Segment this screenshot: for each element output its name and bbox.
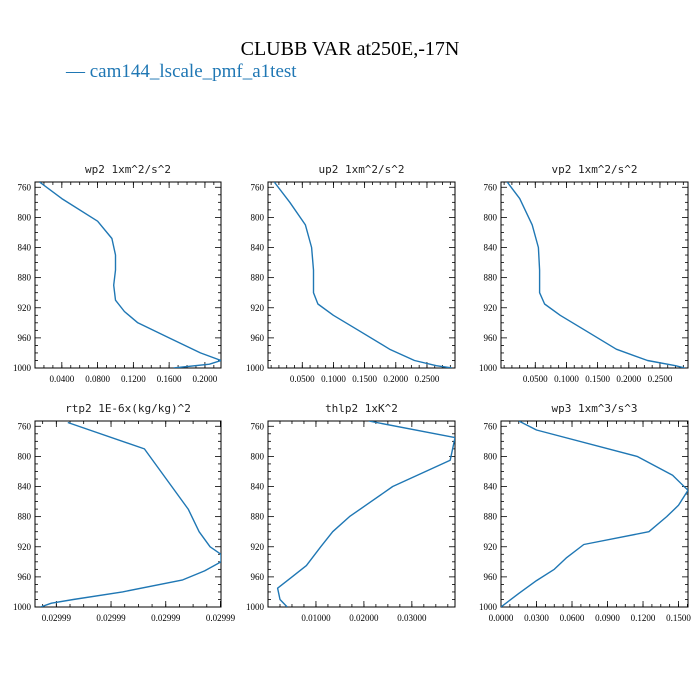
y-tick-label: 840 bbox=[251, 482, 265, 492]
y-tick-label: 760 bbox=[251, 421, 265, 431]
x-tick-label: 0.0300 bbox=[524, 613, 549, 623]
panel-3: vp2 1xm^2/s^2 760 800 840 880 920 960 1000 0.050… bbox=[479, 163, 689, 384]
panel-5: thlp2 1xK^2 760 800 840 880 920 960 1000 0.01000… bbox=[246, 402, 456, 623]
x-tick-label: 0.02999 bbox=[151, 613, 181, 623]
x-tick-label: 0.0000 bbox=[489, 613, 514, 623]
x-tick-label: 0.1000 bbox=[554, 374, 579, 384]
y-tick-label: 920 bbox=[18, 542, 32, 552]
panel-title: thlp2 1xK^2 bbox=[325, 402, 398, 415]
panel-1: wp2 1xm^2/s^2 760 800 840 880 920 960 1000 0.040… bbox=[13, 163, 222, 384]
panel-6: wp3 1xm^3/s^3 760 800 840 880 920 960 10000.000… bbox=[479, 402, 691, 623]
x-tick-label: 0.02999 bbox=[42, 613, 72, 623]
y-tick-label: 800 bbox=[18, 451, 32, 461]
series-line bbox=[39, 182, 221, 368]
y-tick-label: 1000 bbox=[13, 363, 32, 373]
x-tick-label: 0.02000 bbox=[349, 613, 379, 623]
series-line bbox=[501, 421, 688, 607]
y-tick-label: 960 bbox=[484, 333, 498, 343]
y-tick-label: 920 bbox=[251, 542, 265, 552]
axis-frame bbox=[267, 420, 456, 608]
y-tick-label: 1000 bbox=[246, 363, 265, 373]
x-tick-label: 0.1500 bbox=[352, 374, 377, 384]
panel-title: wp3 1xm^3/s^3 bbox=[551, 402, 637, 415]
y-tick-label: 880 bbox=[484, 273, 498, 283]
panel-title: up2 1xm^2/s^2 bbox=[318, 163, 404, 176]
y-tick-label: 800 bbox=[484, 451, 498, 461]
y-tick-label: 760 bbox=[484, 182, 498, 192]
y-tick-label: 840 bbox=[484, 243, 498, 253]
y-tick-label: 840 bbox=[18, 243, 32, 253]
x-tick-label: 0.2500 bbox=[648, 374, 673, 384]
series-line bbox=[40, 421, 221, 607]
axis-frame bbox=[267, 181, 456, 369]
y-tick-label: 840 bbox=[484, 482, 498, 492]
y-tick-label: 960 bbox=[18, 333, 32, 343]
x-tick-label: 0.03000 bbox=[397, 613, 427, 623]
x-tick-label: 0.02999 bbox=[206, 613, 236, 623]
y-tick-label: 800 bbox=[251, 451, 265, 461]
y-tick-label: 880 bbox=[251, 273, 265, 283]
x-tick-label: 0.2000 bbox=[616, 374, 641, 384]
x-tick-label: 0.01000 bbox=[301, 613, 331, 623]
y-tick-label: 760 bbox=[251, 182, 265, 192]
y-tick-label: 840 bbox=[251, 243, 265, 253]
panel-title: vp2 1xm^2/s^2 bbox=[551, 163, 637, 176]
y-tick-label: 920 bbox=[484, 542, 498, 552]
x-tick-label: 0.02999 bbox=[96, 613, 126, 623]
panel-title: wp2 1xm^2/s^2 bbox=[85, 163, 171, 176]
panel-2: up2 1xm^2/s^2 760 800 840 880 920 960 1000 0.050… bbox=[246, 163, 456, 384]
y-tick-label: 800 bbox=[251, 212, 265, 222]
axis-frame bbox=[500, 181, 689, 369]
axis-frame bbox=[500, 420, 689, 608]
legend-entry: — cam144_lscale_pmf_a1test bbox=[65, 61, 297, 82]
y-tick-label: 960 bbox=[251, 333, 265, 343]
panels: wp2 1xm^2/s^2 760 800 840 880 920 960 1000 0.040… bbox=[13, 163, 691, 623]
x-tick-label: 0.2000 bbox=[193, 374, 218, 384]
x-tick-label: 0.0400 bbox=[49, 374, 74, 384]
y-tick-label: 1000 bbox=[13, 602, 32, 612]
y-tick-label: 880 bbox=[484, 512, 498, 522]
y-tick-label: 880 bbox=[18, 512, 32, 522]
x-tick-label: 0.0900 bbox=[595, 613, 620, 623]
y-tick-label: 960 bbox=[484, 572, 498, 582]
y-tick-label: 920 bbox=[484, 303, 498, 313]
y-tick-label: 760 bbox=[484, 421, 498, 431]
y-tick-label: 1000 bbox=[479, 602, 498, 612]
x-tick-label: 0.0500 bbox=[523, 374, 548, 384]
panel-4: rtp2 1E-6x(kg/kg)^2 760 800 840 880 920 960 100… bbox=[13, 402, 236, 623]
x-tick-label: 0.2000 bbox=[383, 374, 408, 384]
x-tick-label: 0.1500 bbox=[666, 613, 691, 623]
x-tick-label: 0.1000 bbox=[321, 374, 346, 384]
x-tick-label: 0.1200 bbox=[121, 374, 146, 384]
x-tick-label: 0.0600 bbox=[560, 613, 585, 623]
y-tick-label: 880 bbox=[18, 273, 32, 283]
x-tick-label: 0.0500 bbox=[290, 374, 315, 384]
series-line bbox=[276, 421, 455, 607]
x-tick-label: 0.1200 bbox=[631, 613, 656, 623]
axis-frame bbox=[34, 420, 222, 608]
y-tick-label: 920 bbox=[251, 303, 265, 313]
y-tick-label: 800 bbox=[18, 212, 32, 222]
y-tick-label: 840 bbox=[18, 482, 32, 492]
y-tick-label: 800 bbox=[484, 212, 498, 222]
x-tick-label: 0.1500 bbox=[585, 374, 610, 384]
x-tick-label: 0.1600 bbox=[157, 374, 182, 384]
series-line bbox=[273, 182, 453, 368]
x-tick-label: 0.2500 bbox=[415, 374, 440, 384]
y-tick-label: 760 bbox=[18, 182, 32, 192]
figure-title: CLUBB VAR at250E,-17N bbox=[241, 38, 460, 60]
panel-title: rtp2 1E-6x(kg/kg)^2 bbox=[65, 402, 191, 415]
y-tick-label: 960 bbox=[18, 572, 32, 582]
y-tick-label: 880 bbox=[251, 512, 265, 522]
y-tick-label: 960 bbox=[251, 572, 265, 582]
y-tick-label: 920 bbox=[18, 303, 32, 313]
series-line bbox=[506, 182, 686, 368]
y-tick-label: 1000 bbox=[246, 602, 265, 612]
y-tick-label: 760 bbox=[18, 421, 32, 431]
axis-frame bbox=[34, 181, 222, 369]
y-tick-label: 1000 bbox=[479, 363, 498, 373]
x-tick-label: 0.0800 bbox=[85, 374, 110, 384]
